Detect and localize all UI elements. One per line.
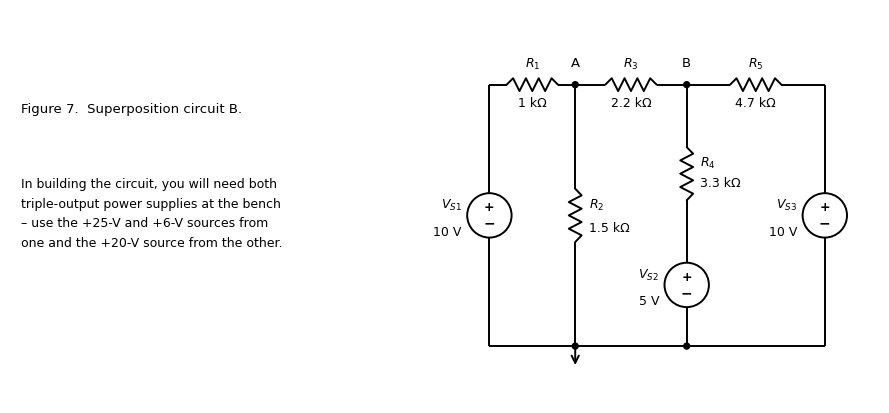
Text: 1.5 kΩ: 1.5 kΩ	[589, 222, 629, 235]
Text: $R_3$: $R_3$	[623, 57, 638, 72]
Text: +: +	[485, 202, 494, 214]
Text: +: +	[820, 202, 830, 214]
Text: $V_{S2}$: $V_{S2}$	[638, 268, 659, 282]
Text: $R_5$: $R_5$	[748, 57, 764, 72]
Circle shape	[573, 82, 578, 88]
Text: A: A	[571, 57, 580, 70]
Text: −: −	[681, 286, 693, 300]
Text: 1 kΩ: 1 kΩ	[518, 97, 547, 111]
Text: $V_{S3}$: $V_{S3}$	[776, 198, 797, 213]
Circle shape	[684, 82, 690, 88]
Text: +: +	[681, 271, 692, 284]
Text: 10 V: 10 V	[769, 225, 797, 239]
Text: Figure 7.  Superposition circuit B.: Figure 7. Superposition circuit B.	[20, 103, 242, 116]
Text: $R_4$: $R_4$	[700, 156, 715, 171]
Text: 5 V: 5 V	[638, 295, 659, 308]
Text: $R_1$: $R_1$	[525, 57, 540, 72]
Circle shape	[684, 343, 690, 349]
Text: $R_2$: $R_2$	[589, 198, 605, 213]
Text: 10 V: 10 V	[434, 225, 461, 239]
Text: 4.7 kΩ: 4.7 kΩ	[735, 97, 776, 111]
Text: 3.3 kΩ: 3.3 kΩ	[700, 177, 741, 190]
Text: B: B	[682, 57, 692, 70]
Text: 2.2 kΩ: 2.2 kΩ	[611, 97, 652, 111]
Text: In building the circuit, you will need both
triple-output power supplies at the : In building the circuit, you will need b…	[20, 178, 283, 250]
Text: −: −	[819, 216, 830, 230]
Text: −: −	[484, 216, 495, 230]
Text: $V_{S1}$: $V_{S1}$	[441, 198, 461, 213]
Circle shape	[573, 343, 578, 349]
